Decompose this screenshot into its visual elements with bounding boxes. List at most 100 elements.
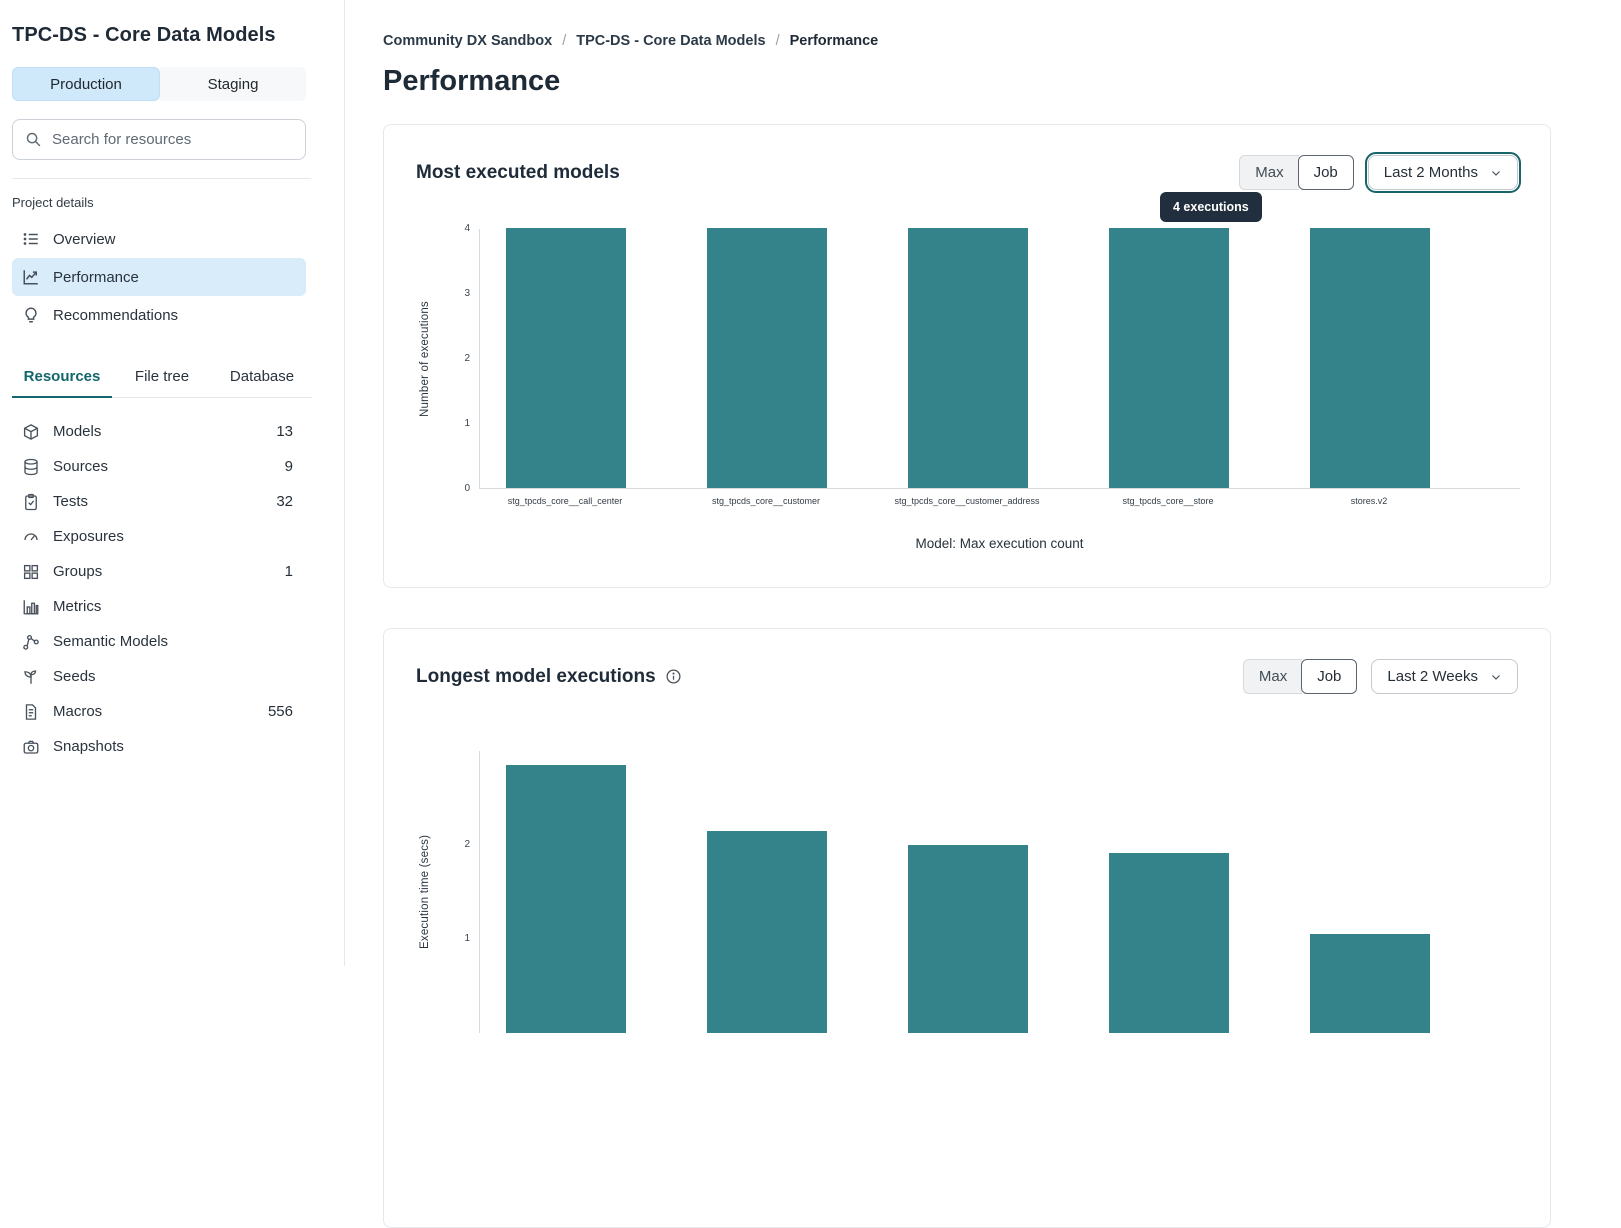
job-segment-button[interactable]: Job — [1298, 155, 1354, 190]
chart-controls: Max Job Last 2 Months — [1239, 155, 1518, 190]
resource-row-metrics[interactable]: Metrics — [12, 589, 299, 624]
sidebar-item-overview[interactable]: Overview — [12, 220, 306, 258]
resource-row-seeds[interactable]: Seeds — [12, 659, 299, 694]
bar[interactable] — [707, 831, 827, 1033]
chart-tooltip: 4 executions — [1160, 192, 1262, 222]
project-nav: Overview Performance Recommendations — [12, 220, 306, 334]
lightbulb-icon — [22, 306, 40, 324]
sidebar-item-recommendations[interactable]: Recommendations — [12, 296, 306, 334]
resource-row-models[interactable]: Models 13 — [12, 414, 299, 449]
project-title: TPC-DS - Core Data Models — [12, 24, 311, 47]
bar[interactable] — [1310, 228, 1430, 488]
x-tick-label: stg_tpcds_core__call_center — [460, 496, 670, 506]
x-tick-label: stg_tpcds_core__customer_address — [862, 496, 1072, 506]
bar[interactable] — [506, 765, 626, 1033]
chevron-down-icon — [1490, 167, 1502, 179]
clipboard-icon — [22, 493, 40, 511]
y-tick-label: 2 — [440, 839, 470, 850]
breadcrumb-separator: / — [776, 33, 780, 49]
date-range-value: Last 2 Weeks — [1387, 668, 1478, 685]
breadcrumb-link-project[interactable]: TPC-DS - Core Data Models — [576, 33, 765, 49]
resource-row-sources[interactable]: Sources 9 — [12, 449, 299, 484]
resource-count: 13 — [276, 423, 293, 440]
breadcrumb-link-account[interactable]: Community DX Sandbox — [383, 33, 552, 49]
resource-count: 32 — [276, 493, 293, 510]
resource-row-tests[interactable]: Tests 32 — [12, 484, 299, 519]
x-tick-label: stg_tpcds_core__store — [1063, 496, 1273, 506]
y-axis-title: Number of executions — [419, 229, 431, 489]
longest-model-executions-card: Longest model executions Max Job Last 2 … — [383, 628, 1551, 1228]
resource-row-semantic-models[interactable]: Semantic Models — [12, 624, 299, 659]
max-job-segmented-control: Max Job — [1239, 155, 1354, 190]
list-icon — [22, 230, 40, 248]
resource-row-snapshots[interactable]: Snapshots — [12, 729, 299, 764]
resource-row-exposures[interactable]: Exposures — [12, 519, 299, 554]
y-tick-label: 2 — [440, 353, 470, 364]
bar[interactable] — [908, 845, 1028, 1033]
y-axis-title: Execution time (secs) — [419, 751, 431, 1033]
document-icon — [22, 703, 40, 721]
cube-icon — [22, 423, 40, 441]
bar[interactable] — [908, 228, 1028, 488]
date-range-dropdown[interactable]: Last 2 Months — [1368, 155, 1518, 190]
date-range-dropdown[interactable]: Last 2 Weeks — [1371, 659, 1518, 694]
resource-count: 1 — [285, 563, 293, 580]
bar[interactable] — [1310, 934, 1430, 1033]
sidebar: TPC-DS - Core Data Models Production Sta… — [0, 0, 345, 966]
environment-toggle: Production Staging — [12, 67, 306, 101]
grid-icon — [22, 563, 40, 581]
resource-count: 9 — [285, 458, 293, 475]
card-title: Most executed models — [416, 162, 620, 184]
resource-search-box[interactable] — [12, 119, 306, 160]
chevron-down-icon — [1490, 671, 1502, 683]
job-segment-button[interactable]: Job — [1301, 659, 1357, 694]
sidebar-item-label: Recommendations — [53, 307, 178, 324]
sidebar-item-performance[interactable]: Performance — [12, 258, 306, 296]
staging-toggle-button[interactable]: Staging — [160, 67, 306, 101]
x-tick-label: stg_tpcds_core__customer — [661, 496, 871, 506]
resource-row-groups[interactable]: Groups 1 — [12, 554, 299, 589]
breadcrumb-separator: / — [562, 33, 566, 49]
y-tick-label: 3 — [440, 288, 470, 299]
search-input[interactable] — [52, 131, 293, 148]
search-icon — [25, 131, 42, 148]
max-job-segmented-control: Max Job — [1243, 659, 1358, 694]
breadcrumb-current: Performance — [790, 33, 879, 49]
line-chart-icon — [22, 268, 40, 286]
x-tick-label: stores.v2 — [1264, 496, 1474, 506]
tab-database[interactable]: Database — [212, 360, 312, 398]
bar[interactable] — [1109, 228, 1229, 488]
semantic-model-icon — [22, 633, 40, 651]
sidebar-item-label: Performance — [53, 269, 139, 286]
camera-icon — [22, 738, 40, 756]
sidebar-tabs: Resources File tree Database — [12, 360, 312, 398]
date-range-value: Last 2 Months — [1384, 164, 1478, 181]
tab-file-tree[interactable]: File tree — [112, 360, 212, 398]
max-segment-button[interactable]: Max — [1243, 659, 1302, 694]
tab-resources[interactable]: Resources — [12, 360, 112, 398]
project-details-label: Project details — [12, 195, 311, 210]
resource-count: 556 — [268, 703, 293, 720]
database-icon — [22, 458, 40, 476]
breadcrumb: Community DX Sandbox / TPC-DS - Core Dat… — [383, 33, 1551, 49]
gauge-icon — [22, 528, 40, 546]
info-icon[interactable] — [665, 668, 682, 685]
page-title: Performance — [383, 65, 1551, 98]
chart-controls: Max Job Last 2 Weeks — [1243, 659, 1518, 694]
y-tick-label: 4 — [440, 223, 470, 234]
main-content: Community DX Sandbox / TPC-DS - Core Dat… — [345, 0, 1621, 966]
most-executed-models-card: Most executed models Max Job Last 2 Mont… — [383, 124, 1551, 588]
max-segment-button[interactable]: Max — [1239, 155, 1298, 190]
production-toggle-button[interactable]: Production — [12, 67, 160, 101]
bar[interactable] — [707, 228, 827, 488]
sidebar-item-label: Overview — [53, 231, 116, 248]
y-tick-label: 1 — [440, 933, 470, 944]
resource-row-macros[interactable]: Macros 556 — [12, 694, 299, 729]
bar[interactable] — [506, 228, 626, 488]
bar[interactable] — [1109, 853, 1229, 1033]
